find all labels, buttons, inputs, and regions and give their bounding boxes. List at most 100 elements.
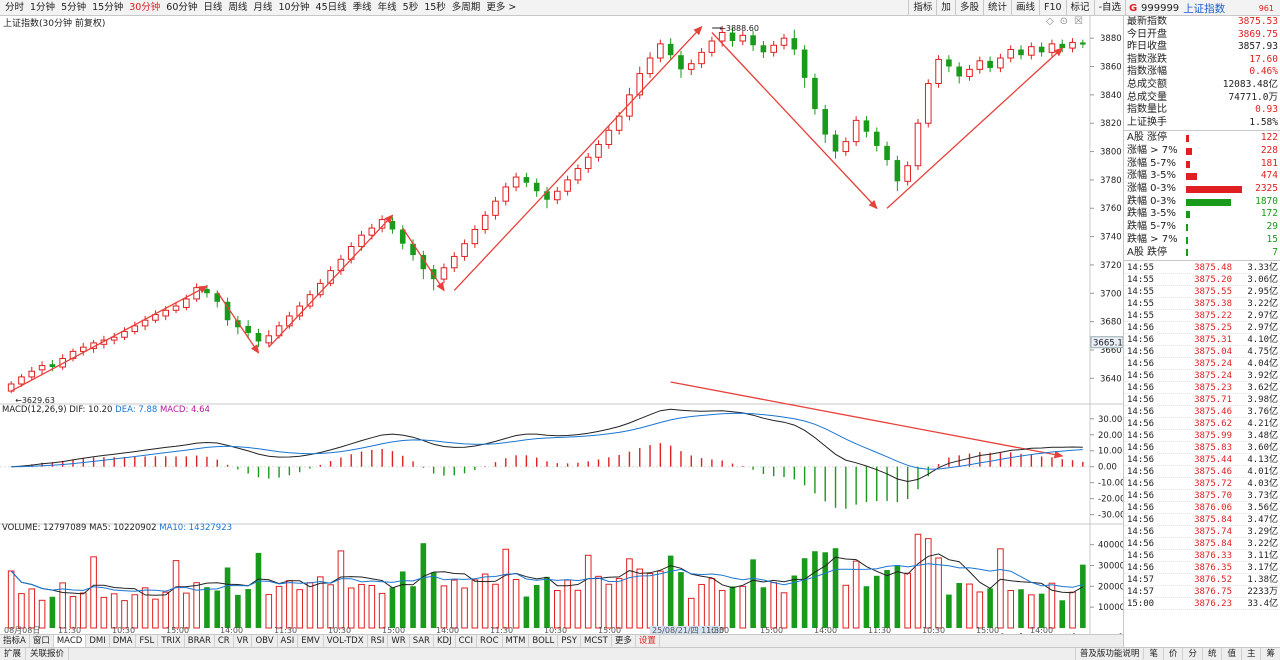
indicator-tab[interactable]: DMI xyxy=(86,635,110,647)
indicator-tab[interactable]: EMV xyxy=(298,635,324,647)
period-tab[interactable]: 45日线 xyxy=(315,1,347,13)
period-tab[interactable]: 月线 xyxy=(253,1,273,13)
macd-tick-label: 30.00 xyxy=(1098,415,1122,425)
period-tab[interactable]: 5秒 xyxy=(402,1,419,13)
tick-row: 14:56 3875.99 3.48亿 xyxy=(1124,430,1280,443)
indicator-tab[interactable]: 窗口 xyxy=(30,635,54,647)
indicator-tab[interactable]: RSI xyxy=(368,635,389,647)
volume-bar-down xyxy=(884,569,890,628)
indicator-tab[interactable]: 指标A xyxy=(0,635,30,647)
period-tab[interactable]: 周线 xyxy=(228,1,248,13)
close-icon[interactable]: ☒ xyxy=(1074,16,1083,27)
volume-bar-down xyxy=(544,576,550,628)
toolbar-tool-button[interactable]: 标记 xyxy=(1065,0,1094,16)
period-tab[interactable]: 15分钟 xyxy=(92,1,124,13)
toolbar-tool-button[interactable]: 画线 xyxy=(1010,0,1039,16)
period-tab[interactable]: 10分钟 xyxy=(278,1,310,13)
breadth-count: 172 xyxy=(1260,208,1278,220)
indicator-tab[interactable]: CR xyxy=(215,635,234,647)
indicator-tab[interactable]: VR xyxy=(234,635,253,647)
indicator-tab[interactable]: CCI xyxy=(456,635,477,647)
indicator-tab[interactable]: TRIX xyxy=(158,635,185,647)
indicator-tab[interactable]: 设置 xyxy=(636,635,660,647)
indicator-tab[interactable]: VOL-TDX xyxy=(324,635,368,647)
tick-time: 14:57 xyxy=(1127,575,1155,586)
indicator-tab[interactable]: SAR xyxy=(410,635,434,647)
macd-tick-label: 0.00 xyxy=(1098,463,1117,473)
indicator-tab[interactable]: DMA xyxy=(110,635,137,647)
indicator-tab[interactable]: PSY xyxy=(558,635,581,647)
tick-time: 14:56 xyxy=(1127,323,1155,334)
status-tab[interactable]: 扩展 xyxy=(0,648,27,660)
quote-value: 1.58% xyxy=(1249,116,1278,128)
tick-price: 3875.44 xyxy=(1194,455,1232,466)
period-tab[interactable]: 30分钟 xyxy=(129,1,161,13)
indicator-tab[interactable]: FSL xyxy=(136,635,159,647)
trend-arrow xyxy=(886,47,1064,209)
indicator-tab[interactable]: BRAR xyxy=(185,635,215,647)
toolbar-tool-button[interactable]: 指标 xyxy=(908,0,936,16)
status-tab[interactable]: 关联报价 xyxy=(26,648,70,660)
indicator-tab[interactable]: ASI xyxy=(278,635,299,647)
indicator-tab[interactable]: MACD xyxy=(53,635,87,647)
volume-bar-up xyxy=(1069,591,1076,629)
toolbar-tool-button[interactable]: -自选 xyxy=(1093,0,1125,16)
period-tab[interactable]: 更多 > xyxy=(486,1,517,13)
tick-time: 14:55 xyxy=(1127,299,1155,310)
quote-label: 总成交量 xyxy=(1127,91,1167,103)
indicator-tab[interactable]: MTM xyxy=(503,635,530,647)
volume-bar-up xyxy=(481,573,489,629)
tick-volume: 2.97亿 xyxy=(1247,323,1278,334)
x-axis-time-label: 10:30 xyxy=(922,626,945,634)
status-right-tab[interactable]: 分 xyxy=(1182,648,1202,660)
tick-row: 14:55 3875.55 2.95亿 xyxy=(1124,286,1280,299)
indicator-tab[interactable]: ROC xyxy=(477,635,503,647)
indicator-tab[interactable]: BOLL xyxy=(529,635,559,647)
toolbar-tool-button[interactable]: 加 xyxy=(936,0,955,16)
candle-body-up xyxy=(626,94,633,117)
status-right-tab[interactable]: 主 xyxy=(1240,648,1261,660)
indicator-tab[interactable]: 更多 xyxy=(612,635,636,647)
tick-volume: 3.11亿 xyxy=(1247,551,1278,562)
indicator-tab[interactable]: MCST xyxy=(581,635,612,647)
indicator-tab[interactable]: OBV xyxy=(252,635,278,647)
kline-chart-svg[interactable]: 3640 3660 3680 3700 3720 3740 3760 3780 3800 3820… xyxy=(0,16,1123,634)
volume-bar-up xyxy=(698,583,705,629)
period-tab[interactable]: 季线 xyxy=(352,1,372,13)
volume-bar-down xyxy=(420,543,427,628)
toolbar-tool-button[interactable]: F10 xyxy=(1038,0,1066,16)
status-tabs: 扩展 关联报价 xyxy=(0,648,70,660)
period-tab[interactable]: 分时 xyxy=(5,1,25,13)
status-right-tab[interactable]: 普及版功能说明 xyxy=(1074,648,1144,660)
status-right-tab[interactable]: 统 xyxy=(1201,648,1222,660)
indicator-tab[interactable]: WR xyxy=(388,635,410,647)
tick-volume: 4.01亿 xyxy=(1247,467,1278,478)
indicator-tab[interactable]: KDJ xyxy=(434,635,456,647)
period-tab[interactable]: 5分钟 xyxy=(61,1,87,13)
settings-circle-icon[interactable]: ⊙ xyxy=(1059,16,1069,27)
toolbar-tool-button[interactable]: 多股 xyxy=(954,0,983,16)
diamond-icon[interactable]: ◇ xyxy=(1045,16,1054,27)
period-tab[interactable]: 日线 xyxy=(203,1,223,13)
period-tab[interactable]: 多周期 xyxy=(451,1,481,13)
breadth-row: 涨幅 > 7% 228 xyxy=(1124,145,1280,158)
period-tab[interactable]: 1分钟 xyxy=(30,1,56,13)
stock-name[interactable]: 上证指数 xyxy=(1183,2,1226,15)
price-tick-label: 3780 xyxy=(1100,176,1122,186)
tick-list[interactable]: 14:55 3875.48 3.33亿 14:55 3875.20 3.06亿 14:55 3… xyxy=(1124,262,1280,611)
candle-body-down xyxy=(245,325,251,333)
status-right-tab[interactable]: 笔 xyxy=(1143,648,1163,660)
candle-body-up xyxy=(172,305,180,311)
chart-area[interactable]: 3640 3660 3680 3700 3720 3740 3760 3780 3800 3820… xyxy=(0,16,1123,634)
status-right-tab[interactable]: 筹 xyxy=(1260,648,1280,660)
period-tab[interactable]: 60分钟 xyxy=(166,1,198,13)
tick-row: 15:00 3876.23 33.4亿 xyxy=(1124,598,1280,611)
period-tab[interactable]: 15秒 xyxy=(424,1,446,13)
volume-bar-up xyxy=(626,558,633,629)
period-tab[interactable]: 年线 xyxy=(377,1,397,13)
volume-bar-up xyxy=(265,594,273,629)
toolbar-tool-button[interactable]: 统计 xyxy=(982,0,1011,16)
status-right-tab[interactable]: 价 xyxy=(1162,648,1183,660)
tick-price: 3876.23 xyxy=(1194,599,1232,610)
status-right-tab[interactable]: 值 xyxy=(1221,648,1241,660)
